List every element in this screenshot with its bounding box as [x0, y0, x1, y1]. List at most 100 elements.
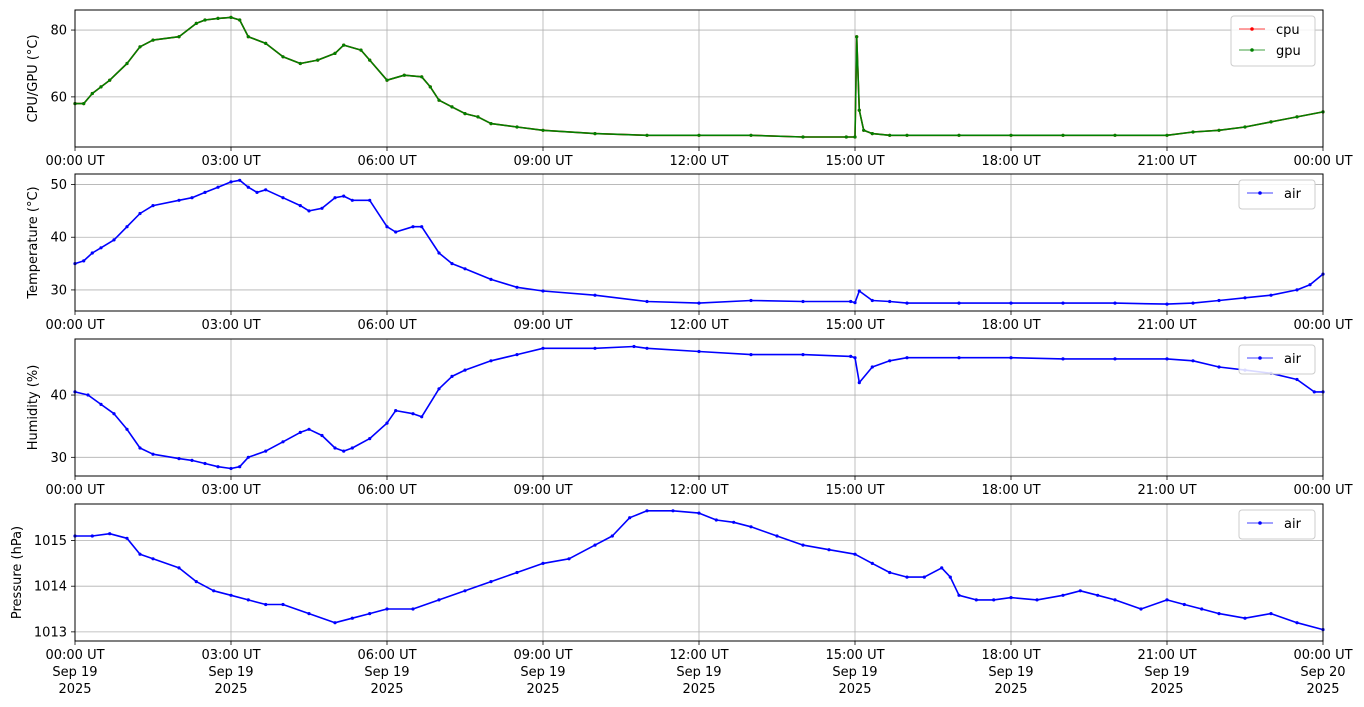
x-tick-label: 06:00 UT Sep 19 2025 — [357, 648, 416, 697]
x-tick-label: 21:00 UT Sep 19 2025 — [1137, 648, 1196, 697]
legend-marker-air — [1258, 521, 1262, 525]
data-point-air — [957, 356, 961, 360]
x-tick-label: 03:00 UT — [201, 318, 260, 333]
data-point-air — [463, 368, 467, 372]
data-point-air — [1217, 365, 1221, 369]
data-point-gpu — [1191, 130, 1195, 134]
x-tick-label: 00:00 UT Sep 19 2025 — [45, 648, 104, 697]
legend-label-gpu: gpu — [1276, 44, 1301, 59]
data-point-gpu — [385, 78, 389, 82]
data-point-gpu — [99, 85, 103, 89]
data-point-air — [108, 532, 112, 536]
data-point-air — [298, 204, 302, 208]
data-point-gpu — [368, 58, 372, 62]
data-point-air — [645, 509, 649, 513]
data-point-air — [203, 461, 207, 466]
data-point-air — [849, 354, 853, 358]
data-point-gpu — [402, 73, 406, 77]
x-tick-label: 06:00 UT — [357, 318, 416, 333]
data-point-air — [1009, 356, 1013, 360]
data-point-air — [350, 446, 354, 450]
chart-panel-2: 00:00 UT 03:00 UT 06:00 UT 09:00 UT 12:00 UT… — [26, 173, 1353, 333]
data-point-air — [1308, 283, 1312, 287]
data-point-air — [1165, 302, 1169, 306]
data-point-air — [281, 440, 285, 444]
data-point-air — [1113, 301, 1117, 305]
data-point-air — [515, 285, 519, 289]
x-tick-label: 06:00 UT — [357, 483, 416, 498]
data-point-gpu — [1113, 133, 1117, 137]
data-point-air — [853, 301, 857, 305]
data-point-air — [593, 293, 597, 297]
data-point-air — [342, 449, 346, 453]
data-point-air — [90, 251, 94, 255]
data-point-air — [1295, 377, 1299, 382]
data-point-air — [385, 607, 389, 611]
data-point-air — [749, 353, 753, 357]
data-point-air — [697, 301, 701, 305]
data-point-air — [957, 593, 961, 597]
data-point-air — [320, 206, 324, 210]
y-axis-label: CPU/GPU (°C) — [26, 34, 41, 122]
series-line-gpu — [75, 16, 1324, 138]
data-point-gpu — [905, 133, 909, 137]
x-tick-label: 12:00 UT Sep 19 2025 — [669, 648, 728, 697]
data-point-air — [450, 374, 454, 378]
data-point-air — [905, 301, 909, 305]
x-tick-label: 00:00 UT Sep 20 2025 — [1293, 648, 1352, 697]
data-point-air — [1061, 593, 1065, 597]
data-point-air — [1113, 357, 1117, 361]
data-point-air — [368, 612, 372, 616]
data-point-air — [515, 570, 519, 575]
data-point-air — [489, 277, 493, 281]
data-point-air — [645, 299, 649, 304]
data-point-air — [775, 534, 779, 538]
data-point-air — [1165, 598, 1169, 602]
x-tick-label: 00:00 UT — [45, 154, 104, 169]
legend: air — [1238, 344, 1316, 375]
data-point-air — [849, 299, 853, 304]
data-point-air — [463, 589, 467, 593]
data-point-air — [138, 211, 142, 216]
x-tick-label: 18:00 UT — [981, 483, 1040, 498]
data-point-air — [99, 246, 103, 250]
series-line-air — [75, 509, 1324, 631]
data-point-air — [515, 353, 519, 357]
data-point-air — [801, 299, 805, 304]
data-point-air — [437, 598, 441, 602]
x-tick-label: 00:00 UT — [45, 318, 104, 333]
data-point-gpu — [90, 91, 94, 96]
data-point-air — [216, 185, 220, 189]
data-point-air — [567, 557, 571, 561]
data-point-air — [420, 415, 424, 419]
y-tick-label: 80 — [50, 24, 67, 39]
data-point-air — [333, 196, 337, 200]
data-point-air — [307, 612, 311, 616]
data-point-air — [450, 262, 454, 266]
data-point-air — [1165, 357, 1169, 361]
data-point-air — [714, 518, 718, 522]
data-point-air — [922, 575, 926, 579]
data-point-air — [1191, 359, 1195, 363]
data-point-air — [463, 267, 467, 271]
data-point-air — [368, 437, 372, 441]
data-point-air — [697, 349, 701, 354]
x-tick-label: 09:00 UT — [513, 318, 572, 333]
data-point-air — [246, 598, 250, 602]
data-point-air — [238, 178, 242, 182]
data-point-gpu — [125, 61, 129, 66]
x-tick-label: 15:00 UT — [825, 318, 884, 333]
data-point-air — [1191, 301, 1195, 305]
y-axis-label: Temperature (°C) — [26, 186, 41, 299]
y-tick-label: 30 — [50, 451, 67, 466]
data-point-air — [238, 465, 242, 469]
data-point-air — [628, 516, 632, 520]
data-point-air — [151, 557, 155, 561]
data-point-air — [489, 359, 493, 363]
chart-panel-3: 00:00 UT 03:00 UT 06:00 UT 09:00 UT 12:00 UT… — [26, 338, 1353, 498]
data-point-air — [368, 198, 372, 202]
data-point-air — [541, 346, 545, 350]
data-point-air — [138, 552, 142, 556]
x-tick-label: 06:00 UT — [357, 154, 416, 169]
data-point-air — [82, 259, 86, 263]
